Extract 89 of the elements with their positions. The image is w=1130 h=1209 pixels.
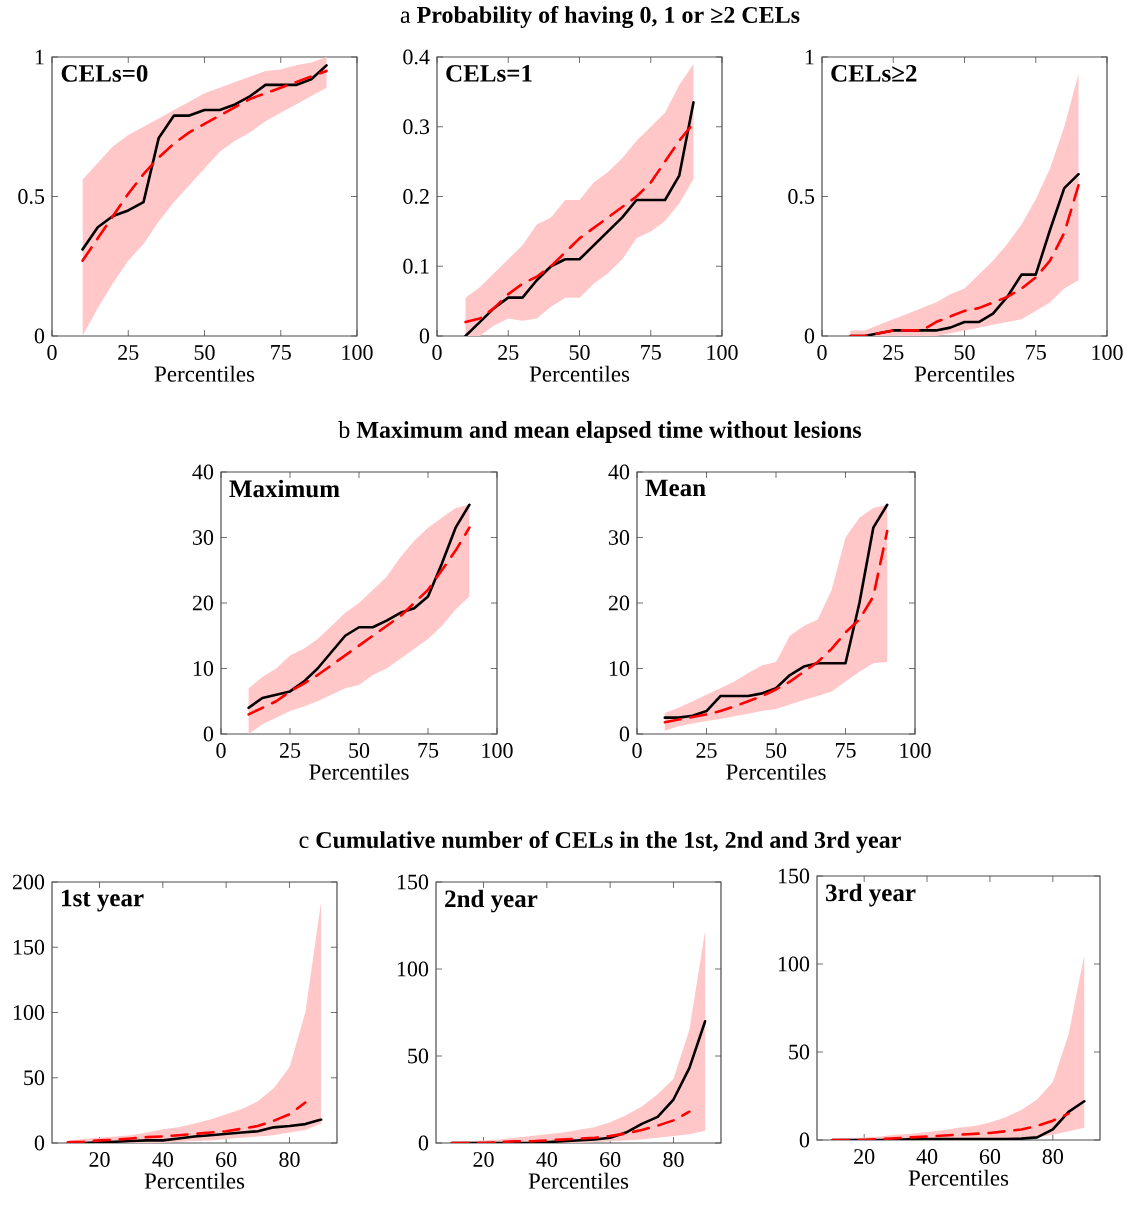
y-tick-label: 150 [13,939,45,955]
x-tick-label: 60 [600,1152,621,1167]
y-tick-label: 10 [193,661,214,676]
x-tick-label: 50 [766,743,787,758]
x-tick-label: 50 [569,345,590,360]
x-tick-label: 20 [89,1152,110,1167]
x-axis-title: Percentiles [154,365,255,382]
x-tick-label: 80 [1042,1149,1063,1164]
x-tick-label: 0 [432,345,442,360]
y-tick-label: 20 [192,595,214,611]
x-tick-label: 60 [216,1152,237,1167]
x-tick-label: 100 [482,743,513,758]
x-tick-label: 25 [498,345,519,360]
chart-subtitle: a Probability of having 0, 1 or ≥2 CELs [400,5,800,29]
x-tick-label: 75 [1026,345,1046,360]
y-tick-label: 0.2 [403,189,429,204]
x-tick-label: 0 [632,743,642,758]
x-tick-label: 100 [1092,345,1123,360]
x-axis-title: Percentiles [908,1169,1009,1186]
chart-title: CELs=0 [61,64,148,82]
y-tick-label: 0 [419,328,430,344]
y-tick-label: 100 [778,956,810,972]
y-tick-label: 0 [804,328,815,344]
y-tick-label: 150 [778,868,810,884]
chart-title: 3rd year [826,883,916,907]
y-tick-label: 0 [619,726,630,742]
x-tick-label: 0 [216,743,226,758]
y-tick-label: 50 [789,1044,810,1060]
x-tick-label: 20 [854,1149,875,1164]
y-tick-label: 1 [805,49,814,65]
x-tick-label: 80 [663,1152,684,1167]
x-tick-label: 75 [835,743,856,758]
text: b Maximum and mean elapsed time without lesions [338,421,862,443]
y-tick-label: 30 [193,530,214,545]
y-tick-label: 30 [609,530,630,545]
y-tick-label: 0 [203,726,214,742]
x-tick-label: 75 [641,345,661,360]
y-tick-label: 0.3 [403,119,430,135]
y-tick-label: 0 [34,328,45,344]
x-tick-label: 100 [900,743,931,758]
y-tick-label: 0 [799,1132,810,1148]
x-axis-title: Percentiles [529,365,630,382]
y-tick-label: 40 [608,464,630,480]
x-tick-label: 80 [279,1152,300,1167]
y-tick-label: 0.1 [403,258,429,274]
x-tick-label: 50 [954,345,975,360]
y-tick-label: 1 [35,49,44,65]
x-tick-label: 25 [883,345,904,360]
x-axis-title: Percentiles [309,763,409,780]
y-tick-label: 0 [418,1135,429,1151]
y-tick-label: 20 [608,595,630,611]
y-tick-label: 100 [397,961,429,977]
y-tick-label: 100 [13,1005,45,1020]
x-tick-label: 25 [279,743,301,758]
x-tick-label: 25 [118,345,139,360]
x-tick-label: 75 [271,345,291,360]
chart-title: Mean [645,479,706,497]
chart-title: 1st year [62,889,144,912]
x-tick-label: 40 [152,1152,173,1167]
x-tick-label: 40 [916,1149,938,1164]
chart-subtitle: c Cumulative number of CELs in the 1st, 2nd and 3rd year [299,830,901,854]
x-axis-title: Percentiles [914,365,1015,382]
y-tick-label: 0 [34,1135,45,1151]
x-tick-label: 0 [47,345,57,360]
chart-title: 2nd year [445,889,538,913]
chart-title: CELs=1 [446,64,532,82]
x-tick-label: 25 [696,743,717,758]
x-tick-label: 20 [473,1152,494,1167]
y-tick-label: 10 [609,661,630,676]
x-tick-label: 60 [979,1149,1001,1164]
y-tick-label: 50 [408,1048,429,1064]
y-tick-label: 200 [12,874,45,890]
x-axis-title: Percentiles [144,1172,245,1189]
y-tick-label: 150 [397,874,429,890]
x-tick-label: 100 [707,345,738,360]
x-tick-label: 40 [536,1152,557,1167]
x-axis-title: Percentiles [726,763,826,780]
x-tick-label: 0 [817,345,827,360]
y-tick-label: 40 [192,464,214,480]
y-tick-label: 50 [24,1070,45,1086]
chart-title: Maximum [229,479,340,498]
x-tick-label: 100 [342,345,373,360]
x-axis-title: Percentiles [528,1172,629,1189]
chart-title: CELs≥2 [831,64,917,82]
x-tick-label: 75 [418,743,439,758]
x-tick-label: 50 [349,743,370,758]
y-tick-label: 0.5 [18,189,45,204]
y-tick-label: 0.5 [788,189,815,204]
y-tick-label: 0.4 [403,49,430,65]
